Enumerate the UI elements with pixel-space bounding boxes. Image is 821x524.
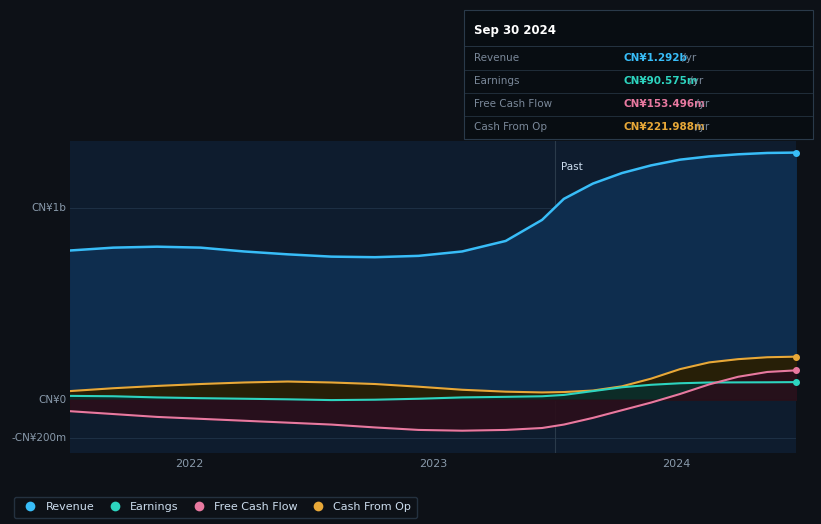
Text: Past: Past: [561, 162, 583, 172]
Text: CN¥1.292b: CN¥1.292b: [624, 53, 688, 63]
Text: /yr: /yr: [686, 76, 703, 86]
Text: -CN¥200m: -CN¥200m: [11, 433, 67, 443]
Text: 2023: 2023: [419, 459, 447, 469]
Text: Cash From Op: Cash From Op: [474, 122, 547, 132]
Text: /yr: /yr: [692, 99, 709, 109]
Text: CN¥90.575m: CN¥90.575m: [624, 76, 699, 86]
Text: Sep 30 2024: Sep 30 2024: [474, 24, 556, 37]
Legend: Revenue, Earnings, Free Cash Flow, Cash From Op: Revenue, Earnings, Free Cash Flow, Cash …: [14, 497, 417, 518]
Text: CN¥0: CN¥0: [38, 395, 67, 405]
Text: 2022: 2022: [176, 459, 204, 469]
Text: Revenue: Revenue: [474, 53, 519, 63]
Text: CN¥221.988m: CN¥221.988m: [624, 122, 706, 132]
Text: 2024: 2024: [663, 459, 690, 469]
Text: CN¥153.496m: CN¥153.496m: [624, 99, 706, 109]
Text: Free Cash Flow: Free Cash Flow: [474, 99, 552, 109]
Text: /yr: /yr: [692, 122, 709, 132]
Text: /yr: /yr: [680, 53, 697, 63]
Text: Earnings: Earnings: [474, 76, 519, 86]
Text: CN¥1b: CN¥1b: [31, 203, 67, 213]
